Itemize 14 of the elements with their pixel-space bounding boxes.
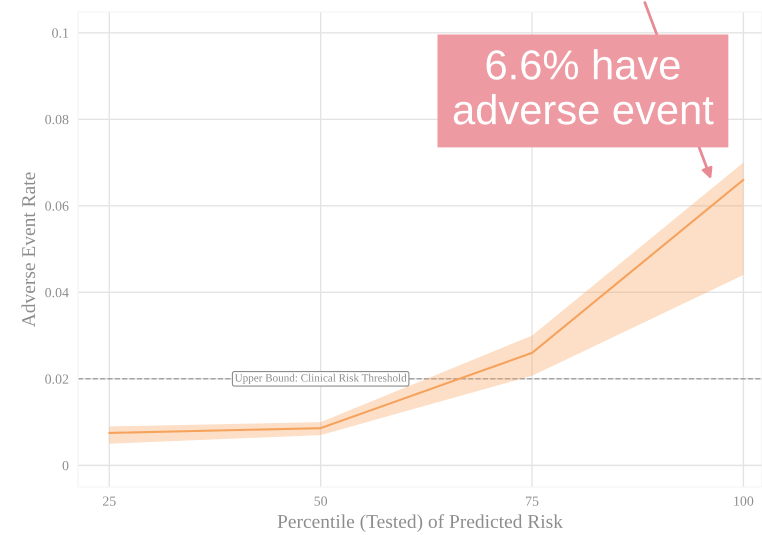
- y-tick-label: 0.08: [45, 114, 68, 124]
- y-axis-title: Adverse Event Rate: [21, 172, 36, 328]
- x-tick-label: 50: [314, 496, 328, 506]
- y-tick-label: 0.06: [45, 201, 69, 211]
- y-tick-label: 0: [62, 460, 68, 470]
- x-tick-label: 100: [734, 496, 754, 506]
- x-axis-title: Percentile (Tested) of Predicted Risk: [278, 514, 563, 532]
- ref-line-label: Upper Bound: Clinical Risk Threshold: [234, 374, 407, 384]
- x-tick-label: 25: [102, 496, 116, 506]
- x-tick-label: 75: [526, 496, 538, 506]
- annotation: 6.6% have adverse event: [454, 49, 714, 125]
- y-tick-label: 0.02: [45, 374, 68, 384]
- y-tick-label: 0.04: [45, 288, 69, 298]
- y-tick-label: 0.1: [52, 28, 68, 38]
